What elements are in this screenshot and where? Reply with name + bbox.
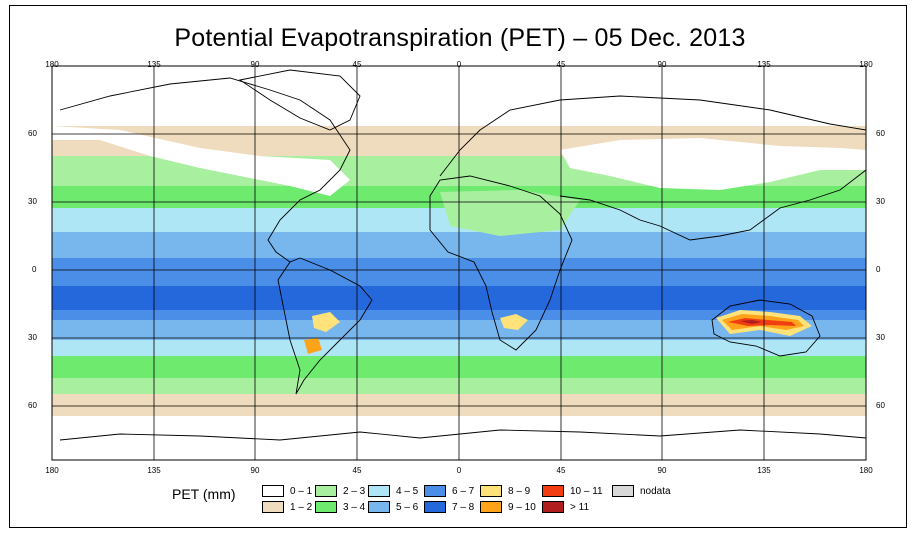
lon-label-top: 45 — [556, 60, 566, 69]
lon-label-top: 180 — [859, 60, 873, 69]
lon-label-bottom: 90 — [657, 466, 667, 475]
southern-africa-8-9 — [500, 314, 528, 330]
lat-label-right: 30 — [876, 197, 885, 206]
lon-label-bottom: 135 — [147, 466, 161, 475]
lon-label-bottom: 135 — [757, 466, 771, 475]
lat-label-right: 30 — [876, 333, 885, 342]
legend-item: 6 – 7 — [424, 484, 474, 498]
legend-label: nodata — [640, 485, 671, 497]
lon-label-bottom: 180 — [859, 466, 873, 475]
lon-label-top: 90 — [657, 60, 667, 69]
australia-outline — [711, 299, 821, 357]
graticule — [52, 66, 866, 460]
legend-item: 3 – 4 — [315, 500, 365, 514]
australia-over-11 — [740, 320, 762, 324]
lat-label-left: 30 — [28, 197, 37, 206]
lon-label-top: 90 — [250, 60, 260, 69]
legend-label: 0 – 1 — [290, 485, 313, 497]
lon-label-top: 135 — [757, 60, 771, 69]
eurasia-outline — [439, 95, 866, 241]
legend-swatch — [315, 501, 337, 513]
legend-swatch — [480, 501, 502, 513]
legend-swatch — [480, 485, 502, 497]
legend-item: 1 – 2 — [262, 500, 312, 514]
legend-label: 6 – 7 — [452, 485, 475, 497]
north-america-outline — [59, 77, 351, 263]
sahara-zone — [440, 190, 580, 236]
legend-label: 4 – 5 — [396, 485, 419, 497]
lon-label-bottom: 45 — [556, 466, 566, 475]
lat-label-right: 60 — [876, 129, 885, 138]
lon-label-top: 135 — [147, 60, 161, 69]
coastlines — [59, 69, 866, 441]
legend-title: PET (mm) — [172, 486, 236, 502]
legend-swatch — [368, 485, 390, 497]
lon-label-top: 45 — [352, 60, 362, 69]
lon-label-bottom: 180 — [45, 466, 59, 475]
legend-swatch — [262, 501, 284, 513]
lon-label-bottom: 45 — [352, 466, 362, 475]
legend-swatch — [542, 501, 564, 513]
legend-item: nodata — [612, 484, 671, 498]
legend-swatch — [612, 485, 634, 497]
legend-item: 10 – 11 — [542, 484, 603, 498]
south-america-8-9 — [312, 312, 340, 332]
lon-label-bottom: 90 — [250, 466, 260, 475]
lon-label-top: 180 — [45, 60, 59, 69]
eurasia-cold — [560, 138, 866, 190]
legend-label: 8 – 9 — [508, 485, 531, 497]
map-title: Potential Evapotranspiration (PET) – 05 … — [174, 24, 746, 52]
legend-swatch — [315, 485, 337, 497]
lon-label-top: 0 — [456, 60, 462, 69]
antarctica-outline — [59, 429, 866, 441]
north-america-cold — [52, 126, 350, 196]
legend-label: 7 – 8 — [452, 501, 475, 513]
lat-label-left: 60 — [28, 401, 37, 410]
legend-label: 10 – 11 — [570, 485, 603, 497]
legend-item: 7 – 8 — [424, 500, 474, 514]
south-america-outline — [277, 257, 373, 395]
legend-label: 2 – 3 — [343, 485, 366, 497]
africa-outline — [429, 175, 573, 351]
legend-item: > 11 — [542, 500, 589, 514]
lat-label-left: 60 — [28, 129, 37, 138]
map-border — [51, 65, 867, 461]
legend-swatch — [424, 501, 446, 513]
legend-item: 0 – 1 — [262, 484, 312, 498]
legend-swatch — [542, 485, 564, 497]
legend-label: 3 – 4 — [343, 501, 366, 513]
lon-label-bottom: 0 — [456, 466, 462, 475]
south-america-9-10 — [304, 338, 322, 354]
legend-swatch — [368, 501, 390, 513]
lat-label-right: 0 — [876, 265, 881, 274]
legend-item: 9 – 10 — [480, 500, 536, 514]
legend-swatch — [424, 485, 446, 497]
legend-label: > 11 — [570, 501, 589, 513]
legend-label: 9 – 10 — [508, 501, 536, 513]
legend-item: 8 – 9 — [480, 484, 530, 498]
lat-label-left: 0 — [32, 265, 37, 274]
lat-label-right: 60 — [876, 401, 885, 410]
lat-label-left: 30 — [28, 333, 37, 342]
legend-label: 5 – 6 — [396, 501, 419, 513]
greenland-outline — [238, 69, 361, 131]
legend-item: 5 – 6 — [368, 500, 418, 514]
figure-frame — [9, 5, 907, 528]
legend-item: 2 – 3 — [315, 484, 365, 498]
legend-item: 4 – 5 — [368, 484, 418, 498]
legend-swatch — [262, 485, 284, 497]
legend-label: 1 – 2 — [290, 501, 313, 513]
